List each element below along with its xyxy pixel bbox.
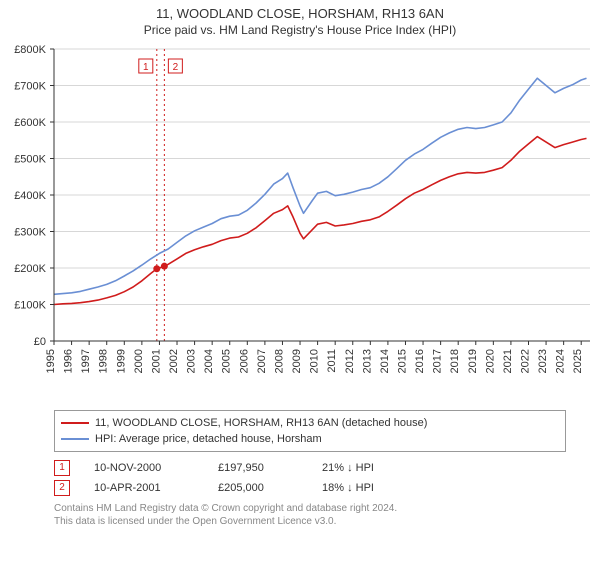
svg-text:1: 1 [143,62,149,73]
page-title: 11, WOODLAND CLOSE, HORSHAM, RH13 6AN [0,6,600,21]
legend-swatch [61,422,89,424]
svg-text:£700K: £700K [14,81,46,93]
svg-text:2014: 2014 [379,349,391,373]
legend: 11, WOODLAND CLOSE, HORSHAM, RH13 6AN (d… [54,410,566,452]
svg-text:2015: 2015 [396,349,408,373]
sale-row: 2 10-APR-2001 £205,000 18% ↓ HPI [54,478,566,498]
sale-hpi: 21% ↓ HPI [322,458,402,478]
svg-text:2019: 2019 [467,349,479,373]
chart-container: £0 £100K £200K £300K £400K £500K £600K £700K £80… [0,41,600,406]
attribution: Contains HM Land Registry data © Crown c… [54,502,566,528]
svg-text:£200K: £200K [14,263,46,275]
svg-text:1997: 1997 [80,349,92,373]
svg-text:2006: 2006 [238,349,250,373]
legend-swatch [61,438,89,440]
svg-text:2002: 2002 [168,349,180,373]
svg-text:2000: 2000 [133,349,145,373]
page-subtitle: Price paid vs. HM Land Registry's House … [0,23,600,37]
sale-hpi: 18% ↓ HPI [322,478,402,498]
sale-marker-icon: 1 [54,460,70,476]
svg-text:2011: 2011 [326,349,338,373]
legend-label: HPI: Average price, detached house, Hors… [95,431,322,447]
svg-text:2016: 2016 [414,349,426,373]
attribution-line: This data is licensed under the Open Gov… [54,515,566,528]
svg-text:1999: 1999 [115,349,127,373]
svg-text:2022: 2022 [519,349,531,373]
svg-text:1995: 1995 [45,349,57,373]
svg-text:£0: £0 [34,336,46,348]
svg-text:2007: 2007 [256,349,268,373]
attribution-line: Contains HM Land Registry data © Crown c… [54,502,566,515]
svg-text:2020: 2020 [484,349,496,373]
legend-label: 11, WOODLAND CLOSE, HORSHAM, RH13 6AN (d… [95,415,427,431]
svg-text:£400K: £400K [14,190,46,202]
legend-item: 11, WOODLAND CLOSE, HORSHAM, RH13 6AN (d… [61,415,559,431]
svg-text:2004: 2004 [203,349,215,373]
svg-text:2001: 2001 [150,349,162,373]
svg-text:2003: 2003 [186,349,198,373]
svg-text:2: 2 [173,62,179,73]
price-chart: £0 £100K £200K £300K £400K £500K £600K £700K £80… [0,41,600,401]
sale-price: £205,000 [218,478,298,498]
sale-date: 10-NOV-2000 [94,458,194,478]
svg-text:2005: 2005 [221,349,233,373]
sales-table: 1 10-NOV-2000 £197,950 21% ↓ HPI 2 10-APR-200… [54,458,566,498]
sale-price: £197,950 [218,458,298,478]
svg-text:2013: 2013 [361,349,373,373]
svg-text:2021: 2021 [502,349,514,373]
svg-text:£800K: £800K [14,44,46,56]
svg-text:2018: 2018 [449,349,461,373]
sale-row: 1 10-NOV-2000 £197,950 21% ↓ HPI [54,458,566,478]
svg-text:1998: 1998 [98,349,110,373]
legend-item: HPI: Average price, detached house, Hors… [61,431,559,447]
svg-text:£300K: £300K [14,227,46,239]
svg-text:2025: 2025 [572,349,584,373]
svg-text:£600K: £600K [14,117,46,129]
svg-text:2017: 2017 [432,349,444,373]
sale-date: 10-APR-2001 [94,478,194,498]
svg-text:£100K: £100K [14,300,46,312]
sale-marker-icon: 2 [54,480,70,496]
svg-text:2012: 2012 [344,349,356,373]
svg-text:1996: 1996 [63,349,75,373]
svg-text:2024: 2024 [555,349,567,373]
svg-text:£500K: £500K [14,154,46,166]
svg-text:2010: 2010 [309,349,321,373]
svg-text:2023: 2023 [537,349,549,373]
svg-text:2008: 2008 [273,349,285,373]
svg-text:2009: 2009 [291,349,303,373]
